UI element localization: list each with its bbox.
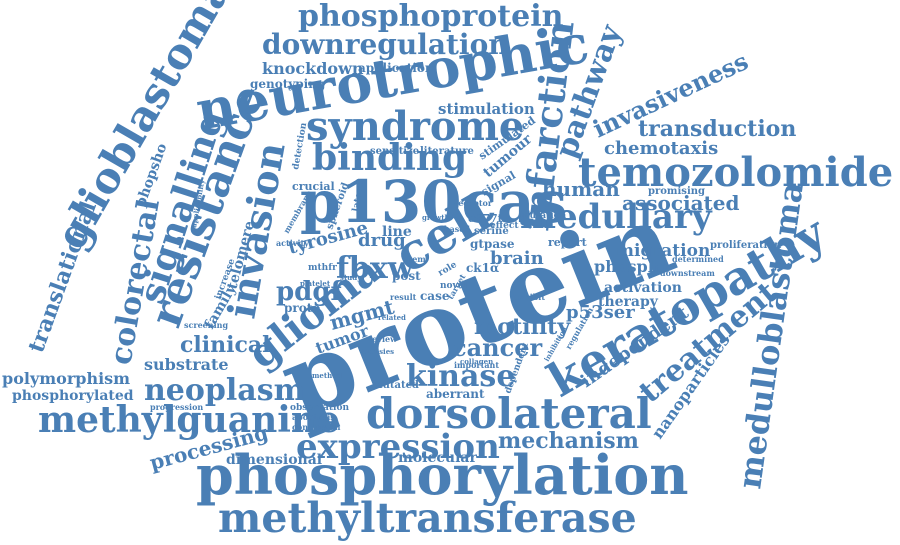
word-phosphoprotein: phosphoprotein [298, 0, 564, 34]
word-phosphorylation: phosphorylation [196, 443, 689, 507]
word-collagen: collagen [460, 357, 493, 366]
word-kinase: kinase [406, 359, 515, 394]
word-progression: progression [150, 402, 203, 412]
word-phosphorylated: phosphorylated [12, 388, 134, 404]
word-substrate: substrate [144, 355, 229, 374]
word-mutation: mutation [520, 211, 567, 221]
word-c677t: c677t [468, 212, 504, 225]
word-exhibit: exhibit [514, 292, 545, 302]
word-report: report [548, 236, 588, 249]
word-biopsies: biopsies [362, 347, 394, 356]
word-literature: literature [420, 146, 474, 157]
word-pdgf: pdgf [276, 277, 344, 307]
word-observation: observation [290, 403, 349, 413]
word-activation: activation [604, 280, 682, 296]
word-stimulation: stimulation [438, 100, 535, 118]
word-receptor: receptor [454, 198, 493, 208]
word-application: application [358, 61, 434, 75]
word-temozolomide: temozolomide [578, 149, 893, 196]
word-associated: associated [622, 191, 740, 215]
word-migration: migration [616, 241, 710, 261]
word-medullary: medullary [520, 197, 713, 237]
word-method: method [312, 371, 342, 380]
word-review: review [368, 334, 398, 344]
word-binding: binding [312, 137, 467, 179]
word-mutated: mutated [372, 380, 419, 391]
word-dimensional: dimensional [226, 452, 322, 468]
word-sensitize: sensitize [370, 146, 419, 157]
word-fbxw: fbxw [336, 251, 415, 286]
word-mthfr: mthfr [308, 263, 337, 273]
word-post: post [392, 269, 421, 283]
word-stem: stem [404, 254, 426, 264]
word-expression: expression [296, 427, 500, 467]
word-genotyping: genotyping [250, 77, 326, 91]
word-proto: proto [284, 301, 320, 315]
word-promising: promising [648, 186, 705, 197]
word-study: study [340, 273, 362, 282]
word-important: important [454, 360, 499, 370]
word-molecular: molecular [398, 450, 477, 466]
word-neoplasm: neoplasm [144, 373, 306, 408]
word-determined: determined [672, 254, 724, 264]
word-activity: activity [276, 238, 309, 248]
word-conclusion: conclusion [292, 422, 341, 432]
word-human: human [542, 177, 620, 201]
word-case: case [420, 289, 450, 303]
word-drug: drug [358, 230, 406, 251]
word-cancer: cancer [452, 333, 542, 362]
word-chemotaxis: chemotaxis [604, 138, 718, 159]
word-knockdown: knockdown [262, 59, 364, 78]
word-motility: motility [474, 314, 571, 340]
word-related: related [378, 313, 406, 322]
word-phospho: phospho [594, 257, 670, 276]
word-p53ser: p53ser [566, 302, 635, 323]
word-aberrant: aberrant [426, 387, 485, 401]
word-therapy: therapy [598, 294, 659, 310]
word-crucial: crucial [292, 180, 335, 193]
word-methylguanine: methylguanine [38, 399, 340, 441]
word-polymorphism: polymorphism [2, 369, 130, 388]
word-syndrome: syndrome [306, 103, 524, 150]
word-proliferation: proliferation [710, 240, 782, 251]
word-downstream: downstream [660, 268, 715, 278]
word-gtpase: gtpase [470, 237, 515, 251]
word-based: based [444, 224, 470, 234]
word-serine: serine [474, 226, 509, 237]
word-mechanism: mechanism [498, 428, 639, 454]
word-result: result [390, 292, 417, 302]
word-platelet: platelet [300, 279, 331, 288]
word-ck1a: ck1α [466, 261, 499, 275]
word-methyltransferase: methyltransferase [218, 494, 637, 542]
word-transduction: transduction [638, 116, 796, 142]
word-line: line [382, 224, 412, 240]
word-p130cas: p130cas [300, 168, 567, 236]
word-growth: growth [422, 213, 450, 222]
word-novel: novel [440, 281, 468, 291]
word-apoptosis: apoptosis [292, 412, 335, 422]
word-downregulation: downregulation [262, 28, 509, 61]
word-brain: brain [490, 248, 544, 269]
word-screening: screening [184, 320, 228, 330]
word-dorsolateral: dorsolateral [366, 389, 652, 438]
word-effect: effect [490, 221, 519, 231]
word-clinical: clinical [180, 332, 270, 358]
